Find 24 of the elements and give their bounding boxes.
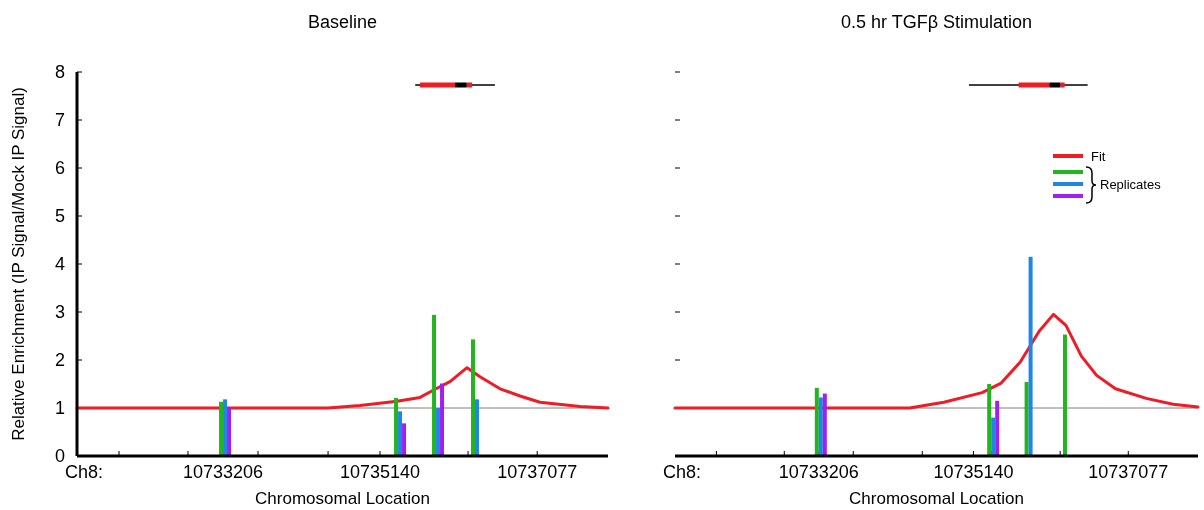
text: Ch8: <box>65 462 104 482</box>
chart-title: Baseline <box>307 12 378 32</box>
y-tick-label: 7 <box>54 110 65 130</box>
y-axis-title: Relative Enrichment (IP Signal/Mock IP Signal) <box>9 87 28 441</box>
y-tick-label: 5 <box>54 206 65 226</box>
y-tick-label: 4 <box>54 254 65 274</box>
y-tick-label: 0 <box>54 446 65 466</box>
legend-title: Replicates <box>1100 176 1162 192</box>
y-tick-label: 8 <box>54 62 65 82</box>
legend-label: Fit <box>1091 148 1106 164</box>
x-axis-title: Chromosomal Location <box>255 489 430 508</box>
x-tick-label: 10737077 <box>1088 462 1169 482</box>
text: Ch8: <box>663 462 702 482</box>
x-tick-label: 10737077 <box>497 462 578 482</box>
x-tick-label: 10733206 <box>778 462 859 482</box>
chart-title: 0.5 hr TGFβ Stimulation <box>840 12 1033 32</box>
y-tick-label: 2 <box>54 350 65 370</box>
x-tick-label: 10735140 <box>339 462 421 482</box>
x-tick-label: 10735140 <box>933 462 1014 482</box>
x-axis-title: Chromosomal Location <box>849 489 1024 508</box>
y-tick-label: 6 <box>54 158 65 178</box>
y-tick-label: 3 <box>54 302 65 322</box>
y-tick-label: 1 <box>54 398 65 418</box>
x-tick-label: 10733206 <box>182 462 264 482</box>
